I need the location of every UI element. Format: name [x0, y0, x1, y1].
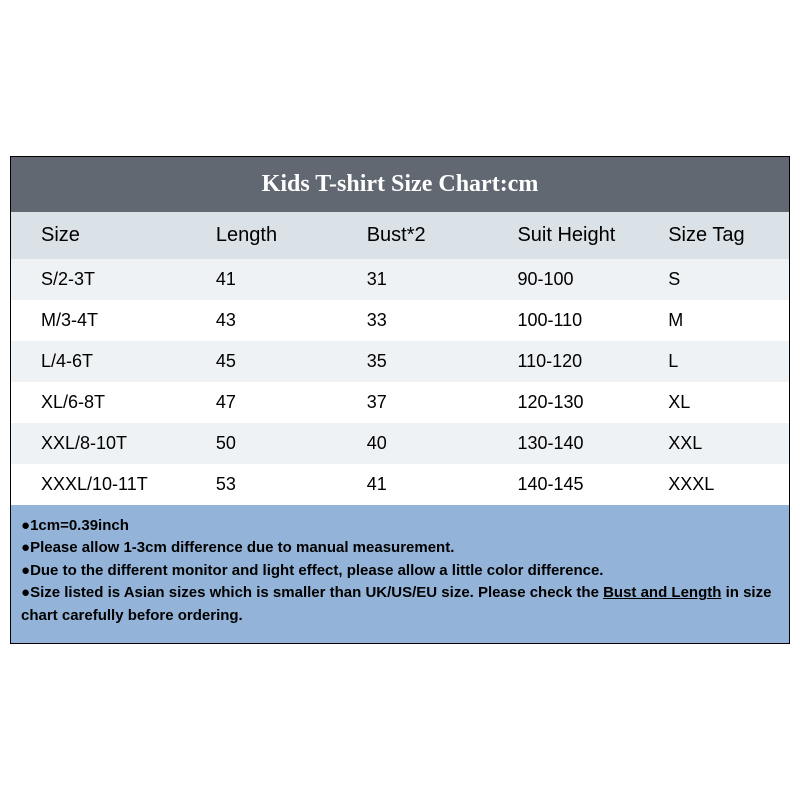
- note-text: 1cm=0.39inch: [30, 517, 129, 534]
- table-cell: XL: [638, 382, 789, 423]
- table-cell: XXL: [638, 423, 789, 464]
- col-header-bust: Bust*2: [337, 212, 488, 259]
- table-cell: 140-145: [487, 464, 638, 505]
- table-row: L/4-6T4535110-120L: [11, 341, 789, 382]
- table-cell: 45: [186, 341, 337, 382]
- table-cell: XL/6-8T: [11, 382, 186, 423]
- table-header-row: Size Length Bust*2 Suit Height Size Tag: [11, 212, 789, 259]
- table-cell: M/3-4T: [11, 300, 186, 341]
- table-cell: S: [638, 259, 789, 300]
- table-cell: L/4-6T: [11, 341, 186, 382]
- note-line: ●Size listed is Asian sizes which is sma…: [21, 582, 779, 627]
- table-row: XL/6-8T4737120-130XL: [11, 382, 789, 423]
- table-row: XXL/8-10T5040130-140XXL: [11, 423, 789, 464]
- table-cell: 130-140: [487, 423, 638, 464]
- chart-title: Kids T-shirt Size Chart:cm: [11, 171, 789, 198]
- table-row: M/3-4T4333100-110M: [11, 300, 789, 341]
- table-cell: M: [638, 300, 789, 341]
- table-cell: 100-110: [487, 300, 638, 341]
- table-cell: 35: [337, 341, 488, 382]
- table-cell: 33: [337, 300, 488, 341]
- note-line: ●Due to the different monitor and light …: [21, 560, 779, 583]
- table-cell: 90-100: [487, 259, 638, 300]
- col-header-length: Length: [186, 212, 337, 259]
- table-cell: 40: [337, 423, 488, 464]
- note-line: ●Please allow 1-3cm difference due to ma…: [21, 537, 779, 560]
- table-cell: 110-120: [487, 341, 638, 382]
- table-cell: 53: [186, 464, 337, 505]
- notes-block: ●1cm=0.39inch ●Please allow 1-3cm differ…: [11, 505, 789, 644]
- col-header-sizetag: Size Tag: [638, 212, 789, 259]
- note-underline: Bust and Length: [603, 584, 721, 601]
- note-text: Size listed is Asian sizes which is smal…: [30, 584, 603, 601]
- table-row: XXXL/10-11T5341140-145XXXL: [11, 464, 789, 505]
- col-header-suitheight: Suit Height: [487, 212, 638, 259]
- table-cell: 50: [186, 423, 337, 464]
- table-cell: 47: [186, 382, 337, 423]
- table-cell: S/2-3T: [11, 259, 186, 300]
- table-cell: XXXL: [638, 464, 789, 505]
- size-chart: Kids T-shirt Size Chart:cm Size Length B…: [10, 156, 790, 645]
- col-header-size: Size: [11, 212, 186, 259]
- table-cell: 43: [186, 300, 337, 341]
- note-text: Due to the different monitor and light e…: [30, 562, 603, 579]
- table-cell: 31: [337, 259, 488, 300]
- note-text: Please allow 1-3cm difference due to man…: [30, 539, 454, 556]
- table-cell: 41: [337, 464, 488, 505]
- table-cell: XXL/8-10T: [11, 423, 186, 464]
- table-row: S/2-3T413190-100S: [11, 259, 789, 300]
- table-cell: L: [638, 341, 789, 382]
- chart-title-row: Kids T-shirt Size Chart:cm: [11, 157, 789, 212]
- table-cell: XXXL/10-11T: [11, 464, 186, 505]
- table-body: S/2-3T413190-100SM/3-4T4333100-110ML/4-6…: [11, 259, 789, 505]
- table-cell: 41: [186, 259, 337, 300]
- table-cell: 37: [337, 382, 488, 423]
- note-line: ●1cm=0.39inch: [21, 515, 779, 538]
- table-cell: 120-130: [487, 382, 638, 423]
